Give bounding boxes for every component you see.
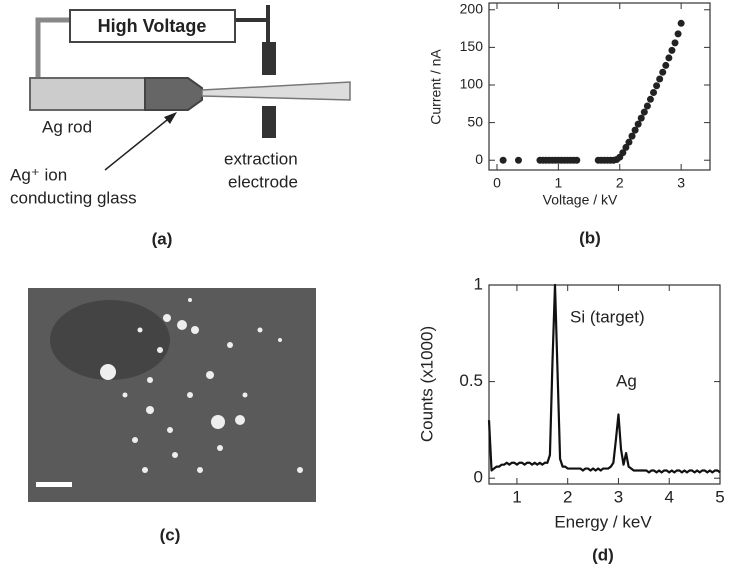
annotation: Si (target)	[570, 307, 645, 326]
annotation: Ag	[616, 371, 637, 390]
data-point	[677, 19, 685, 27]
data-point	[514, 156, 522, 164]
data-point	[634, 120, 642, 128]
data-point	[674, 30, 682, 38]
power-label: High Voltage	[98, 16, 207, 36]
panel-caption: (c)	[160, 525, 181, 544]
y-tick-label: 150	[460, 38, 484, 54]
plot-frame	[488, 284, 721, 485]
ion-source-diagram: High Voltage Ag rod Ag⁺ ion conducting g…	[10, 5, 351, 248]
panel-caption: (d)	[592, 545, 614, 564]
electrode-label: extraction	[224, 149, 298, 168]
data-point	[668, 46, 676, 54]
y-tick-label: 1	[474, 274, 483, 293]
y-tick-label: 0.5	[459, 371, 483, 390]
data-point	[637, 114, 645, 122]
data-point	[665, 54, 673, 62]
y-axis-title: Current / nA	[428, 49, 444, 125]
y-tick-label: 0	[474, 468, 483, 487]
sem-image: (c)	[28, 288, 316, 544]
data-point	[622, 143, 630, 151]
x-tick-label: 3	[614, 487, 623, 506]
electrode-label: electrode	[228, 172, 298, 191]
x-tick-label: 1	[554, 175, 562, 191]
data-point	[499, 156, 507, 164]
x-tick-label: 5	[715, 487, 724, 506]
panel-caption: (a)	[152, 229, 173, 248]
y-tick-label: 50	[467, 113, 483, 129]
x-tick-label: 0	[493, 175, 501, 191]
data-point	[619, 149, 627, 157]
y-tick-label: 0	[475, 151, 483, 167]
scale-bar	[36, 482, 72, 487]
data-point	[628, 132, 636, 140]
data-point	[640, 108, 648, 116]
plot-frame	[488, 2, 711, 171]
x-axis-title: Voltage / kV	[543, 192, 618, 208]
data-point	[625, 138, 633, 146]
x-tick-label: 1	[512, 487, 521, 506]
data-point	[659, 68, 667, 76]
data-point	[653, 82, 661, 90]
data-point	[671, 39, 679, 47]
rod-label: Ag rod	[42, 117, 92, 136]
ag-rod	[29, 77, 146, 111]
y-tick-label: 100	[460, 76, 484, 92]
particles	[100, 298, 303, 473]
data-point	[631, 126, 639, 134]
ion-beam	[201, 81, 351, 101]
y-axis-title: Counts (x1000)	[417, 326, 436, 442]
wire	[35, 17, 70, 78]
x-tick-label: 2	[616, 175, 624, 191]
x-axis-title: Energy / keV	[554, 512, 652, 531]
x-tick-label: 2	[563, 487, 572, 506]
arrow	[104, 115, 173, 171]
arrow-head	[164, 112, 177, 124]
electrode	[262, 42, 276, 75]
glass-tip	[144, 77, 203, 111]
power-box	[69, 9, 236, 43]
data-point	[573, 156, 581, 164]
wire	[235, 5, 270, 22]
data-point	[662, 61, 670, 69]
panel-caption: (b)	[579, 228, 601, 247]
data-point	[656, 75, 664, 83]
data-point	[643, 102, 651, 110]
data-point	[646, 95, 654, 103]
electrode	[262, 106, 276, 138]
x-tick-label: 4	[664, 487, 673, 506]
y-tick-label: 200	[460, 0, 484, 16]
glass-label: conducting glass	[10, 188, 137, 207]
x-tick-label: 3	[677, 175, 685, 191]
spectrum-line	[487, 283, 721, 474]
glass-label: Ag⁺ ion	[10, 165, 67, 184]
data-point	[650, 89, 658, 97]
image-shade	[50, 300, 170, 380]
